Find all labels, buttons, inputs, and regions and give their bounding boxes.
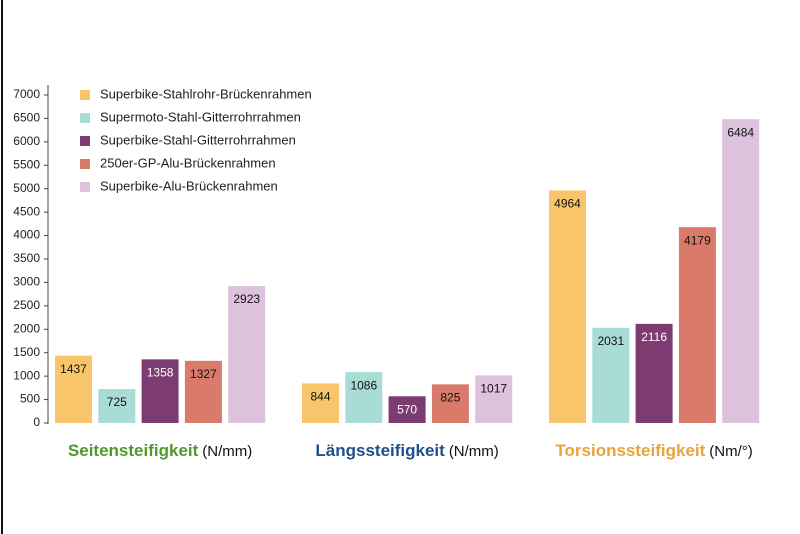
value-label: 2923 xyxy=(233,292,260,306)
value-label: 1327 xyxy=(190,367,217,381)
legend-label: Superbike-Stahlrohr-Brückenrahmen xyxy=(100,86,312,101)
legend-swatch xyxy=(80,113,90,123)
y-tick-label: 500 xyxy=(20,392,40,406)
legend-swatch xyxy=(80,182,90,192)
bar xyxy=(549,190,586,423)
legend-swatch xyxy=(80,159,90,169)
category-name: Längssteifigkeit xyxy=(315,441,445,460)
y-tick-label: 6500 xyxy=(13,111,40,125)
y-tick-label: 2500 xyxy=(13,298,40,312)
value-label: 1437 xyxy=(60,362,87,376)
value-label: 1017 xyxy=(480,382,507,396)
bar xyxy=(635,323,673,423)
bar xyxy=(345,372,383,423)
y-tick-label: 5000 xyxy=(13,181,40,195)
bar xyxy=(228,286,266,423)
category-label: Torsionssteifigkeit (Nm/°) xyxy=(555,441,752,460)
value-label: 1358 xyxy=(147,366,174,380)
bar xyxy=(388,396,426,423)
category-unit: (N/mm) xyxy=(202,443,252,460)
y-tick-label: 3500 xyxy=(13,251,40,265)
value-label: 825 xyxy=(440,391,460,405)
value-label: 570 xyxy=(397,402,417,416)
y-tick-label: 7000 xyxy=(13,87,40,101)
value-label: 844 xyxy=(310,390,330,404)
value-label: 6484 xyxy=(727,125,754,139)
bar xyxy=(431,384,469,423)
y-tick-label: 6000 xyxy=(13,134,40,148)
category-unit: (N/mm) xyxy=(449,443,499,460)
y-tick-label: 5500 xyxy=(13,157,40,171)
legend-swatch xyxy=(80,90,90,100)
legend-label: 250er-GP-Alu-Brückenrahmen xyxy=(100,155,276,170)
bar xyxy=(55,355,92,423)
value-label: 4964 xyxy=(554,197,581,211)
bar xyxy=(302,383,339,423)
bar xyxy=(141,359,179,423)
value-label: 4179 xyxy=(684,233,711,247)
y-tick-label: 0 xyxy=(33,415,40,429)
value-label: 1086 xyxy=(350,378,377,392)
y-tick-label: 1000 xyxy=(13,368,40,382)
y-tick-label: 2000 xyxy=(13,321,40,335)
y-tick-label: 4500 xyxy=(13,204,40,218)
bar xyxy=(184,360,222,423)
y-tick-label: 3000 xyxy=(13,275,40,289)
legend-label: Supermoto-Stahl-Gitterrohrrahmen xyxy=(100,109,301,124)
value-label: 725 xyxy=(107,395,127,409)
bar xyxy=(678,227,716,423)
value-label: 2116 xyxy=(641,330,667,344)
category-name: Seitensteifigkeit xyxy=(68,441,199,460)
category-name: Torsionssteifigkeit xyxy=(555,441,705,460)
y-tick-label: 4000 xyxy=(13,228,40,242)
category-label: Längssteifigkeit (N/mm) xyxy=(315,441,498,460)
legend-label: Superbike-Stahl-Gitterrohrrahmen xyxy=(100,132,296,147)
bar xyxy=(722,119,760,423)
bar xyxy=(98,389,136,423)
y-tick-label: 1500 xyxy=(13,345,40,359)
legend-label: Superbike-Alu-Brückenrahmen xyxy=(100,178,278,193)
category-unit: (Nm/°) xyxy=(709,443,752,460)
bar xyxy=(592,327,630,423)
value-label: 2031 xyxy=(597,334,624,348)
category-label: Seitensteifigkeit (N/mm) xyxy=(68,441,252,460)
legend-swatch xyxy=(80,136,90,146)
bar xyxy=(475,375,513,423)
